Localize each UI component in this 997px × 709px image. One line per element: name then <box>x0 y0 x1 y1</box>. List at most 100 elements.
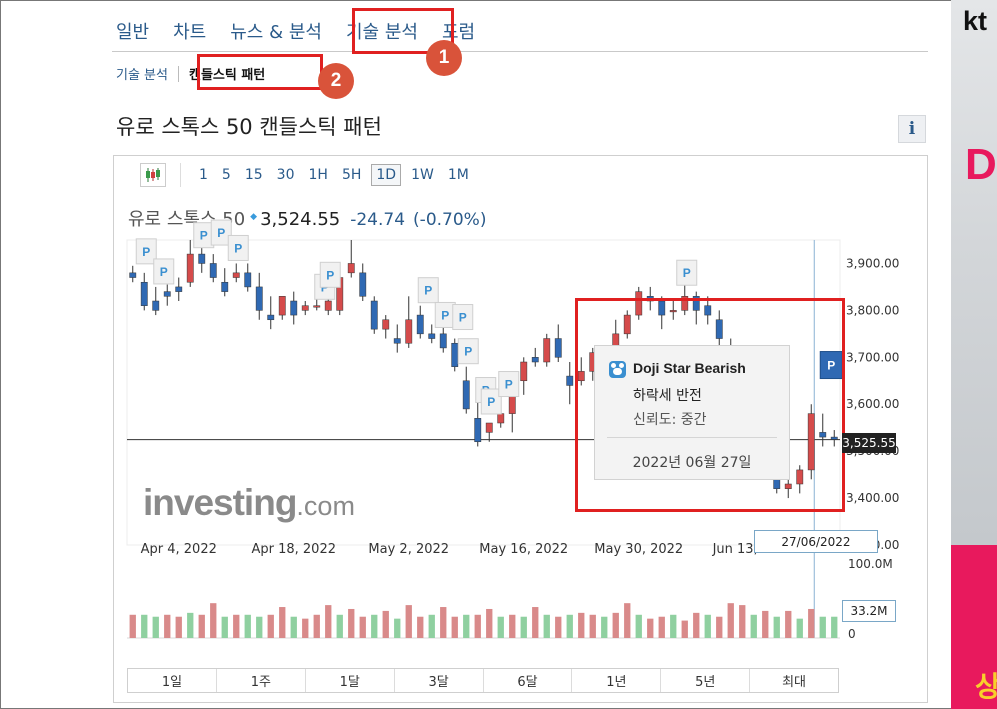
diamond-icon: ◆ <box>250 212 258 222</box>
volume-bar <box>704 614 711 638</box>
candle-body <box>370 300 378 330</box>
pattern-tooltip: Doji Star Bearish 하락세 반전 신뢰도: 중간 2022년 0… <box>594 345 790 480</box>
volume-bar <box>152 616 159 638</box>
timeframe-30[interactable]: 30 <box>276 167 295 183</box>
pattern-marker-p[interactable]: P <box>319 261 341 288</box>
timeframe-1w[interactable]: 1W <box>411 167 434 183</box>
tab-technical-analysis[interactable]: 기술 분석 <box>345 22 418 43</box>
svg-text:P: P <box>217 226 225 240</box>
volume-bar <box>796 618 803 638</box>
svg-text:P: P <box>424 284 432 298</box>
range-3m[interactable]: 3달 <box>395 669 484 692</box>
subnav-candlestick-patterns[interactable]: 캔들스틱 패턴 <box>188 68 266 83</box>
timeframe-1[interactable]: 1 <box>199 167 208 183</box>
tab-forum[interactable]: 포럼 <box>441 22 476 43</box>
volume-bar <box>727 603 734 638</box>
candle-body <box>819 432 827 438</box>
volume-bar <box>658 616 665 638</box>
volume-bar <box>566 614 573 638</box>
volume-bar <box>233 614 240 638</box>
volume-bar <box>589 614 596 638</box>
ad-banner <box>951 545 997 709</box>
range-1m[interactable]: 1달 <box>306 669 395 692</box>
svg-text:P: P <box>464 345 472 359</box>
logo-suffix: .com <box>296 491 355 521</box>
main-content: 일반 차트 뉴스 & 분석 기술 분석 포럼 1 기술 분석 캔들스틱 패턴 2… <box>0 0 950 709</box>
timeframe-1d[interactable]: 1D <box>371 164 402 186</box>
investing-logo: investing.com <box>143 482 355 524</box>
candle-body <box>681 296 689 311</box>
volume-bar <box>808 608 815 638</box>
volume-bar <box>681 620 688 638</box>
page-title: 유로 스톡스 50 캔들스틱 패턴 <box>116 115 382 139</box>
volume-bar <box>601 616 608 638</box>
range-1y[interactable]: 1년 <box>572 669 662 692</box>
pattern-marker-p[interactable]: P <box>457 338 479 365</box>
range-1d[interactable]: 1일 <box>128 669 217 692</box>
range-max[interactable]: 최대 <box>782 675 807 690</box>
candlestick-icon[interactable] <box>140 163 166 187</box>
tab-general[interactable]: 일반 <box>116 22 150 43</box>
side-advertisement[interactable]: kt D 상 <box>951 0 997 709</box>
volume-bar <box>371 614 378 638</box>
candle-body <box>405 319 413 344</box>
candle-body <box>428 333 436 339</box>
candle-body <box>186 253 194 283</box>
tooltip-date: 2022년 06월 27일 <box>632 455 752 471</box>
svg-text:P: P <box>683 266 691 280</box>
timeframe-1h[interactable]: 1H <box>308 167 328 183</box>
volume-bar <box>555 616 562 638</box>
candle-body <box>382 319 390 330</box>
tab-chart[interactable]: 차트 <box>173 22 207 43</box>
candle-body <box>830 436 838 440</box>
volume-bar <box>612 612 619 638</box>
candlestick-chart[interactable]: 3,900.003,800.003,700.003,600.003,500.00… <box>0 0 950 709</box>
volume-bar <box>129 614 136 638</box>
pattern-marker-p[interactable]: P <box>498 371 520 398</box>
svg-text:P: P <box>200 229 208 243</box>
pattern-marker-p[interactable]: P <box>135 238 157 265</box>
pattern-marker-p[interactable]: P <box>227 234 249 261</box>
range-1w[interactable]: 1주 <box>217 669 306 692</box>
pattern-marker-p[interactable]: P <box>676 259 698 286</box>
candle-body <box>221 281 229 292</box>
tab-divider <box>112 51 928 52</box>
tooltip-pattern-signal: 하락세 반전 <box>633 388 702 404</box>
tooltip-divider <box>607 437 777 438</box>
info-button[interactable]: i <box>898 115 926 143</box>
volume-bar <box>428 614 435 638</box>
volume-bar <box>474 614 481 638</box>
volume-bar <box>325 605 332 638</box>
volume-bar <box>520 616 527 638</box>
volume-bar <box>693 612 700 638</box>
volume-axis-max: 100.0M <box>848 557 893 571</box>
pattern-marker-p[interactable]: P <box>153 258 175 285</box>
timeframe-5[interactable]: 5 <box>221 167 231 183</box>
range-6m[interactable]: 6달 <box>484 669 573 692</box>
pattern-marker-p[interactable]: P <box>480 388 502 415</box>
pattern-marker-p[interactable]: P <box>417 277 439 304</box>
subnav-technical-analysis[interactable]: 기술 분석 <box>116 68 168 83</box>
volume-bar <box>302 618 309 638</box>
ad-glyph-top: D <box>965 140 997 189</box>
highlight-box-technical-tab <box>352 8 454 54</box>
volume-bar <box>290 616 297 638</box>
timeframe-1m[interactable]: 1M <box>447 167 469 183</box>
timeframe-15[interactable]: 15 <box>244 167 263 183</box>
step-badge-1: 1 <box>426 40 462 76</box>
range-selector: 1일 1주 1달 3달 6달 1년 5년 최대 <box>127 668 839 693</box>
pattern-marker-p[interactable]: P <box>210 219 232 246</box>
ad-glyph-bottom: 상 <box>975 670 997 703</box>
timeframe-5h[interactable]: 5H <box>341 167 362 183</box>
volume-bar <box>187 612 194 638</box>
range-5y[interactable]: 5년 <box>661 669 751 692</box>
x-tick-label: May 2, 2022 <box>368 542 449 557</box>
candle-body <box>163 291 171 297</box>
pattern-marker-p[interactable]: P <box>452 304 474 331</box>
candle-body <box>577 371 585 382</box>
candle-body <box>255 286 263 311</box>
volume-bar <box>716 616 723 638</box>
tab-news-analysis[interactable]: 뉴스 & 분석 <box>230 22 322 43</box>
volume-bar <box>831 616 838 638</box>
candle-body <box>474 418 482 443</box>
